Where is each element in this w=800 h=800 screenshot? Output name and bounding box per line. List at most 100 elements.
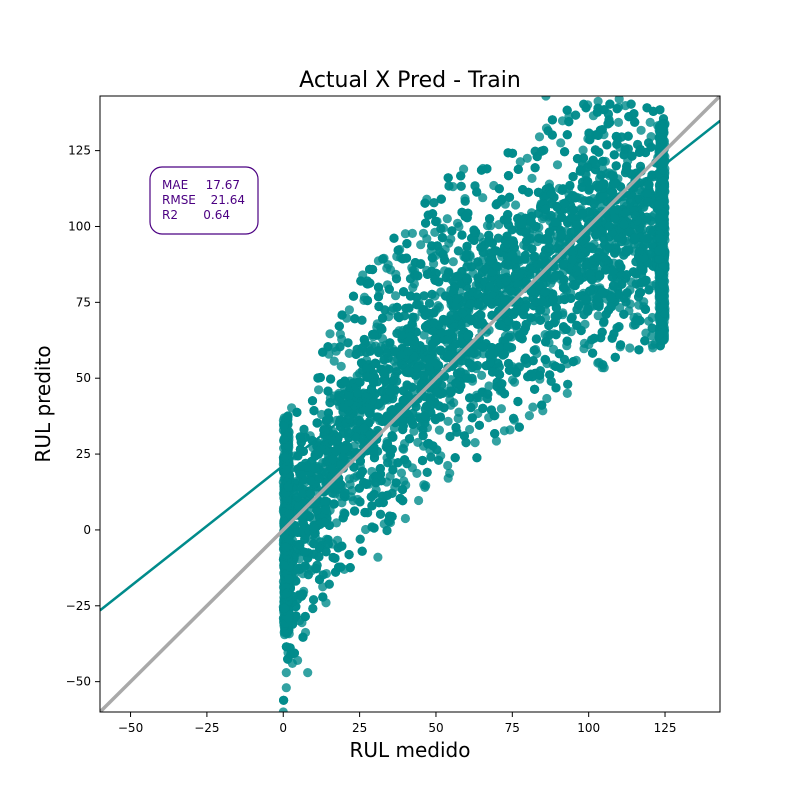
scatter-point (325, 398, 335, 408)
scatter-point (373, 282, 384, 292)
scatter-point (436, 327, 446, 338)
scatter-point (344, 305, 354, 315)
scatter-point (354, 483, 364, 493)
scatter-point (504, 342, 514, 352)
scatter-point (566, 314, 576, 324)
scatter-point (530, 163, 540, 173)
scatter-point (507, 375, 518, 385)
scatter-point (568, 172, 578, 182)
scatter-point (636, 125, 646, 135)
scatter-point (413, 271, 423, 281)
scatter-point (329, 356, 339, 366)
scatter-point (444, 181, 454, 191)
scatter-point (419, 291, 429, 301)
scatter-point (362, 372, 372, 382)
scatter-point (446, 386, 456, 396)
scatter-point (370, 358, 380, 368)
scatter-point (377, 324, 387, 334)
scatter-point (485, 214, 495, 224)
scatter-point (558, 283, 569, 293)
scatter-point (429, 198, 439, 208)
scatter-point (529, 345, 539, 355)
scatter-point (465, 424, 475, 435)
scatter-point (409, 426, 419, 436)
scatter-point (335, 329, 345, 339)
scatter-point (574, 300, 584, 310)
scatter-point (528, 402, 538, 412)
scatter-point (454, 407, 464, 417)
scatter-point (526, 313, 536, 323)
scatter-point (437, 233, 447, 243)
scatter-point (442, 214, 452, 224)
scatter-point (412, 300, 422, 310)
scatter-point (359, 334, 369, 345)
scatter-point (424, 361, 434, 371)
scatter-point (325, 329, 335, 339)
scatter-point (311, 564, 321, 574)
scatter-point (534, 132, 545, 142)
scatter-point (626, 99, 636, 109)
scatter-point (482, 221, 493, 231)
chart-title: Actual X Pred - Train (299, 68, 521, 93)
scatter-point (640, 304, 651, 314)
scatter-point (556, 138, 566, 148)
scatter-point (441, 291, 451, 301)
scatter-point (647, 331, 657, 341)
scatter-point (336, 361, 346, 371)
scatter-point (575, 166, 585, 176)
scatter-point (383, 458, 393, 468)
scatter-point (360, 507, 370, 518)
scatter-point (477, 370, 487, 380)
scatter-point (418, 370, 429, 380)
scatter-point (384, 284, 394, 294)
scatter-point (321, 547, 331, 557)
scatter-point (396, 468, 407, 478)
scatter-point (478, 193, 488, 203)
scatter-point (412, 468, 422, 478)
scatter-point (535, 370, 545, 380)
scatter-point (431, 216, 441, 227)
scatter-point (542, 393, 552, 404)
scatter-point (579, 338, 590, 348)
scatter-point (323, 539, 333, 549)
scatter-point (527, 244, 537, 254)
scatter-point (312, 418, 322, 428)
scatter-point (373, 346, 383, 356)
scatter-point (427, 289, 437, 299)
scatter-point (602, 140, 612, 150)
scatter-point (361, 363, 372, 373)
scatter-point (318, 347, 328, 357)
scatter-point (514, 422, 524, 432)
scatter-point (456, 181, 466, 191)
scatter-point (564, 117, 574, 127)
scatter-point (493, 233, 503, 243)
scatter-point (337, 541, 347, 551)
scatter-point (400, 513, 410, 524)
scatter-point (631, 269, 641, 279)
scatter-point (559, 294, 570, 305)
scatter-point (547, 130, 557, 140)
scatter-point (416, 259, 426, 269)
scatter-point (613, 117, 624, 127)
scatter-point (611, 131, 621, 142)
scatter-point (343, 338, 353, 348)
scatter-point (401, 253, 412, 263)
scatter-point (416, 240, 426, 250)
scatter-point (491, 436, 501, 446)
scatter-point (435, 346, 446, 356)
scatter-point (334, 321, 344, 331)
scatter-point (340, 376, 350, 386)
scatter-point (397, 330, 407, 340)
scatter-point (451, 422, 461, 433)
scatter-point (418, 431, 428, 441)
scatter-point (399, 444, 409, 454)
scatter-point (537, 400, 547, 410)
plot-area (100, 96, 720, 712)
scatter-point (350, 314, 360, 324)
scatter-point (644, 316, 654, 326)
scatter-point (565, 180, 575, 191)
scatter-point (424, 298, 435, 308)
scatter-point (515, 157, 525, 167)
scatter-point (421, 218, 431, 228)
